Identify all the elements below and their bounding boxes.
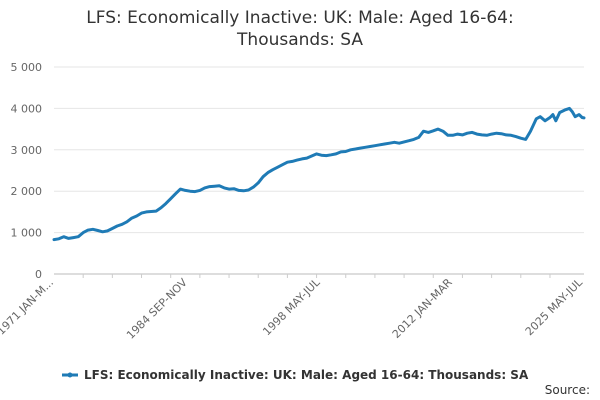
x-tick-label: 1971 JAN-M...	[0, 276, 56, 338]
series-line[interactable]	[52, 106, 586, 242]
chart-title-line-1: LFS: Economically Inactive: UK: Male: Ag…	[86, 8, 513, 28]
x-tick-label: 2025 MAY-JUL	[523, 275, 586, 338]
series-group	[52, 106, 586, 242]
legend-label: LFS: Economically Inactive: UK: Male: Ag…	[84, 368, 529, 382]
x-tick-label: 1984 SEP-NOV	[124, 276, 190, 342]
y-axis-ticks: 0 1 000 2 000 3 000 4 000 5 000	[11, 61, 43, 281]
source-label: Source:	[545, 383, 590, 397]
chart-title-line-2: Thousands: SA	[236, 30, 363, 50]
y-tick-label: 5 000	[11, 61, 43, 74]
gridlines	[54, 66, 584, 234]
x-tick-label: 1998 MAY-JUL	[260, 275, 323, 338]
y-tick-label: 2 000	[11, 185, 43, 198]
y-tick-label: 4 000	[11, 102, 43, 115]
x-tick-label: 2012 JAN-MAR	[390, 276, 455, 341]
legend-marker	[67, 372, 73, 378]
y-tick-label: 1 000	[11, 227, 43, 240]
y-tick-label: 3 000	[11, 144, 43, 157]
x-axis-ticks: 1971 JAN-M... 1984 SEP-NOV 1998 MAY-JUL 201…	[0, 274, 586, 342]
y-tick-label: 0	[35, 268, 42, 281]
legend[interactable]: LFS: Economically Inactive: UK: Male: Ag…	[62, 368, 529, 382]
